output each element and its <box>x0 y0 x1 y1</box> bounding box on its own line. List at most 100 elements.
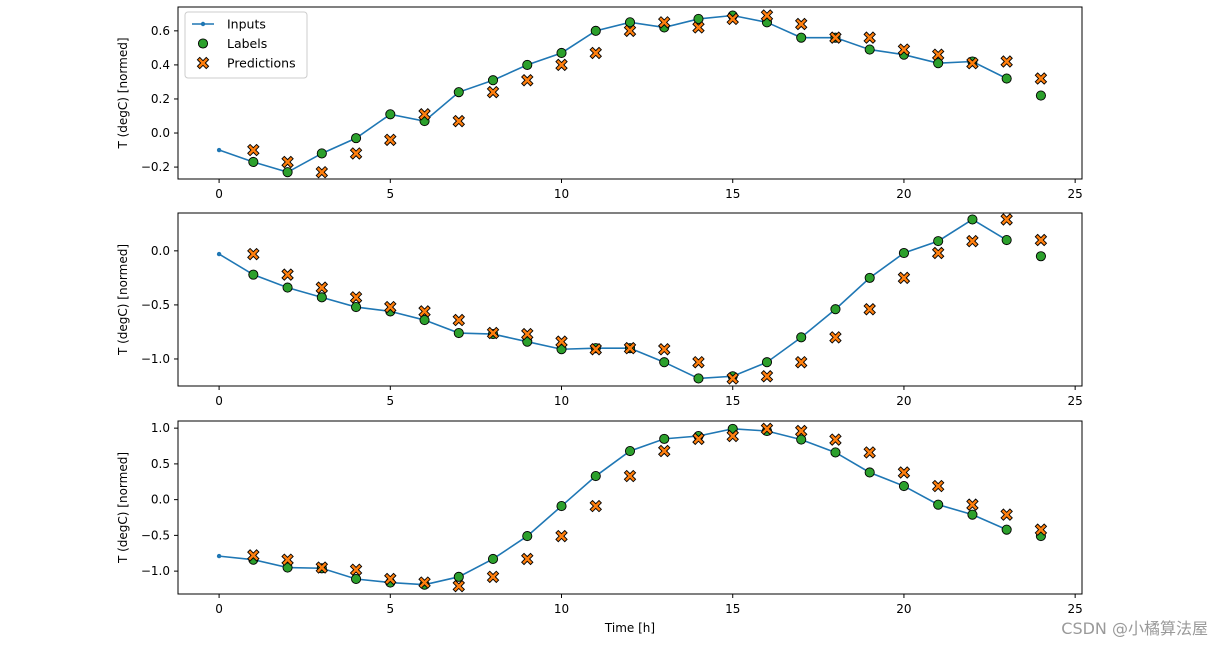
label-point <box>864 44 875 55</box>
prediction-point <box>315 165 329 179</box>
y-axis-label: T (degC) [normed] <box>116 452 130 564</box>
y-axis-label: T (degC) [normed] <box>116 37 130 149</box>
label-point <box>624 445 636 457</box>
label-point <box>933 58 944 69</box>
prediction-point <box>623 24 637 38</box>
label-point <box>796 32 807 43</box>
label-point <box>522 59 533 70</box>
prediction-point <box>1034 72 1048 85</box>
x-tick-label: 5 <box>386 394 394 408</box>
inputs-point <box>216 251 222 257</box>
prediction-point <box>555 529 568 543</box>
prediction-point <box>658 444 671 458</box>
label-point <box>624 17 636 28</box>
prediction-point <box>692 432 705 446</box>
label-point <box>967 509 978 520</box>
x-tick-label: 10 <box>554 394 569 408</box>
x-tick-label: 15 <box>725 187 740 201</box>
label-point <box>453 87 464 98</box>
label-point <box>556 501 567 512</box>
prediction-point <box>760 9 774 22</box>
inputs-line <box>218 218 1008 380</box>
prediction-point <box>452 579 466 593</box>
prediction-point <box>966 234 979 248</box>
prediction-point <box>623 469 637 483</box>
inputs-point <box>216 147 222 153</box>
legend-inputs-dot <box>200 21 206 27</box>
prediction-point <box>897 271 911 285</box>
prediction-point <box>555 58 568 72</box>
prediction-point <box>931 246 945 260</box>
prediction-point <box>794 355 808 369</box>
label-point <box>659 433 670 444</box>
prediction-point <box>486 85 500 99</box>
y-tick-label: 0.5 <box>151 457 170 471</box>
label-point <box>693 13 704 24</box>
prediction-point <box>521 552 534 566</box>
prediction-point <box>589 46 602 60</box>
prediction-point <box>247 549 260 562</box>
label-point <box>248 269 259 280</box>
legend: Inputs Labels Predictions <box>184 11 308 79</box>
legend-predictions-swatch <box>196 56 210 70</box>
y-tick-label: −0.5 <box>141 528 170 542</box>
label-point <box>351 133 362 144</box>
x-tick-label: 20 <box>896 394 911 408</box>
label-point <box>1001 524 1012 535</box>
label-point <box>864 467 875 478</box>
x-tick-label: 20 <box>896 602 911 616</box>
panel-1: 0 5 10 15 20 25 −0.2 0.0 0.2 0.4 0.6 T (degC) [norm… <box>116 6 1083 201</box>
label-point <box>830 447 841 458</box>
prediction-point <box>1034 233 1048 247</box>
x-tick-label: 0 <box>215 187 223 201</box>
prediction-point <box>281 268 294 281</box>
label-point <box>898 481 909 492</box>
label-point <box>796 434 807 445</box>
prediction-point <box>760 422 774 436</box>
label-point <box>419 314 430 326</box>
prediction-point <box>486 326 500 340</box>
prediction-point <box>589 343 602 356</box>
prediction-point <box>486 570 500 584</box>
prediction-point <box>1000 213 1013 226</box>
inputs-line <box>219 428 1007 586</box>
label-point <box>590 25 601 36</box>
prediction-point <box>1034 523 1048 536</box>
label-point <box>590 470 601 482</box>
x-tick-label: 25 <box>1068 187 1083 201</box>
axes-frame <box>177 420 1083 595</box>
x-tick-label: 15 <box>725 602 740 616</box>
prediction-point <box>418 108 431 121</box>
watermark-text: CSDN @小橘算法屋 <box>1061 619 1208 638</box>
label-point <box>933 499 944 510</box>
y-tick-label: 0.4 <box>151 58 170 72</box>
label-point <box>933 236 944 247</box>
label-point <box>1035 90 1046 101</box>
label-point <box>487 553 499 565</box>
legend-labels-swatch <box>197 38 209 49</box>
label-point <box>282 562 293 573</box>
x-tick-label: 25 <box>1068 394 1083 408</box>
prediction-point <box>281 553 294 566</box>
prediction-point <box>863 31 876 44</box>
y-tick-label: 0.2 <box>151 92 170 106</box>
axes-frame <box>177 6 1083 180</box>
prediction-point <box>384 572 397 586</box>
prediction-point <box>315 281 329 294</box>
prediction-point <box>555 335 568 348</box>
y-tick-label: 0.0 <box>151 493 170 507</box>
prediction-point <box>589 499 602 513</box>
prediction-point <box>966 498 979 511</box>
label-point <box>487 75 499 86</box>
x-tick-label: 10 <box>554 187 569 201</box>
label-point <box>282 167 293 178</box>
prediction-point <box>281 155 294 169</box>
prediction-point <box>521 327 534 341</box>
y-tick-label: −0.5 <box>141 298 170 312</box>
axes-frame <box>177 212 1083 387</box>
label-point <box>453 327 464 339</box>
prediction-point <box>931 479 945 493</box>
prediction-point <box>1000 55 1013 68</box>
prediction-point <box>452 114 466 128</box>
